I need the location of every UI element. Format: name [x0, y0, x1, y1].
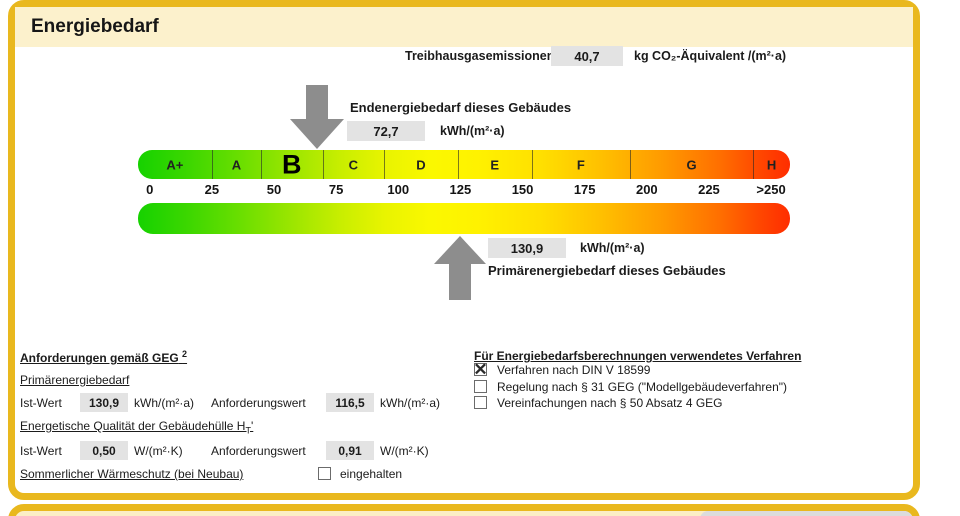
arrow-head [434, 236, 487, 264]
huelle-ist-label: Ist-Wert [20, 444, 62, 458]
huelle-heading-text: Energetische Qualität der Gebäudehülle H [20, 419, 246, 433]
scale-tick: 25 [204, 182, 220, 197]
huelle-row-heading: Energetische Qualität der Gebäudehülle H… [20, 419, 253, 435]
checkbox-icon[interactable] [474, 380, 487, 393]
method-option-2: Vereinfachungen nach § 50 Absatz 4 GEG [474, 396, 723, 410]
page-title: Energiebedarf [31, 16, 159, 37]
section-header: Energiebedarf [15, 7, 913, 47]
primaerenergie-value: 130,9 [510, 240, 544, 256]
primaer-row-heading: Primärenergiebedarf [20, 373, 130, 387]
scale-class-a: A [231, 157, 242, 172]
scale-divider [261, 150, 263, 179]
scale-class-a+: A+ [166, 157, 184, 172]
scale-tick: 200 [635, 182, 658, 197]
scale-divider [384, 150, 386, 179]
arrow-shaft [449, 264, 472, 300]
x-mark: ✕ [473, 359, 488, 379]
primaerenergie-unit: kWh/(m²·a) [580, 241, 645, 255]
huelle-ist-value-box: 0,50 [80, 441, 128, 460]
method-option-0: ✕ Verfahren nach DIN V 18599 [473, 359, 651, 379]
primaer-anf-value: 116,5 [335, 395, 365, 410]
endenergie-unit: kWh/(m²·a) [440, 124, 505, 138]
scale-class-f: F [576, 157, 585, 172]
huelle-anf-unit: W/(m²·K) [380, 444, 429, 458]
endenergie-value-box: 72,7 [347, 121, 425, 141]
scale-letter-bar: A+ A B C D E F G H [138, 149, 790, 179]
scale-divider [753, 150, 755, 179]
scale-divider [211, 150, 213, 179]
sommer-checkbox-label: eingehalten [340, 467, 403, 481]
scale-tick: 150 [511, 182, 534, 197]
emissions-value-box: 40,7 [551, 46, 623, 66]
huelle-ist-value: 0,50 [92, 443, 116, 458]
huelle-anf-value-box: 0,91 [326, 441, 374, 460]
primaerenergie-arrow-icon [434, 236, 487, 300]
endenergie-arrow-icon [289, 85, 344, 149]
scale-class-h: H [766, 157, 777, 172]
requirements-heading-text: Anforderungen gemäß GEG [20, 351, 179, 365]
method-option-label: Regelung nach § 31 GEG ("Modellgebäudeve… [497, 380, 788, 394]
scale-tick: 50 [266, 182, 282, 197]
emissions-value: 40,7 [574, 48, 600, 64]
primaer-anf-label: Anforderungswert [211, 396, 306, 410]
primaer-ist-unit: kWh/(m²·a) [134, 396, 194, 410]
primaerenergie-value-box: 130,9 [488, 238, 566, 258]
scale-tick: 225 [698, 182, 720, 197]
primaer-ist-value-box: 130,9 [80, 393, 128, 412]
method-heading: Für Energiebedarfsberechnungen verwendet… [474, 349, 802, 363]
primaer-ist-value: 130,9 [88, 395, 120, 410]
scale-divider [531, 150, 533, 179]
scale-tick: 175 [573, 182, 596, 197]
scale-tick: 100 [387, 182, 410, 197]
scale-class-e: E [490, 157, 500, 172]
method-option-1: Regelung nach § 31 GEG ("Modellgebäudeve… [474, 380, 787, 394]
checkbox-icon[interactable] [474, 396, 487, 409]
scale-tick: 75 [328, 182, 344, 197]
emissions-unit: kg CO₂-Äquivalent /(m²·a) [634, 49, 787, 63]
scale-gradient-bar [138, 203, 790, 234]
checkbox-checked-icon[interactable]: ✕ [473, 359, 488, 379]
scale-class-b: B [282, 149, 302, 179]
method-option-label: Verfahren nach DIN V 18599 [497, 363, 651, 377]
next-section-box [8, 504, 920, 516]
primaer-ist-label: Ist-Wert [20, 396, 62, 410]
scale-tick: 0 [146, 182, 154, 197]
primaerenergie-label: Primärenergiebedarf dieses Gebäudes [488, 263, 726, 278]
primaer-anf-unit: kWh/(m²·a) [380, 396, 440, 410]
scale-divider [457, 150, 459, 179]
emissions-label: Treibhausgasemissionen [405, 49, 555, 63]
scale-class-d: D [416, 157, 426, 172]
bottom-gray-panel [700, 511, 913, 516]
endenergie-label: Endenergiebedarf dieses Gebäudes [350, 100, 572, 115]
sommer-heading: Sommerlicher Wärmeschutz (bei Neubau) [20, 467, 244, 481]
scale-divider [630, 150, 632, 179]
scale-tick: 125 [449, 182, 472, 197]
huelle-anf-label: Anforderungswert [211, 444, 306, 458]
huelle-heading-suffix: ' [250, 419, 254, 433]
endenergie-value: 72,7 [373, 123, 399, 139]
huelle-heading-sub: T [245, 425, 251, 436]
sommer-checkbox-icon[interactable] [318, 467, 331, 480]
scale-tick-row: 0 25 50 75 100 125 150 175 200 225 >250 [138, 182, 790, 198]
huelle-anf-value: 0,91 [338, 443, 362, 458]
method-option-label: Vereinfachungen nach § 50 Absatz 4 GEG [497, 396, 723, 410]
arrow-head [289, 119, 344, 149]
scale-class-g: G [686, 157, 697, 172]
scale-divider [322, 150, 324, 179]
scale-tick: >250 [756, 182, 786, 197]
energiebedarf-section-box: Energiebedarf [8, 0, 920, 500]
requirements-heading: Anforderungen gemäß GEG 2 [20, 349, 187, 365]
requirements-heading-footnote: 2 [182, 349, 188, 359]
huelle-ist-unit: W/(m²·K) [134, 444, 183, 458]
arrow-shaft [305, 85, 328, 119]
scale-class-c: C [348, 157, 358, 172]
primaer-anf-value-box: 116,5 [326, 393, 374, 412]
